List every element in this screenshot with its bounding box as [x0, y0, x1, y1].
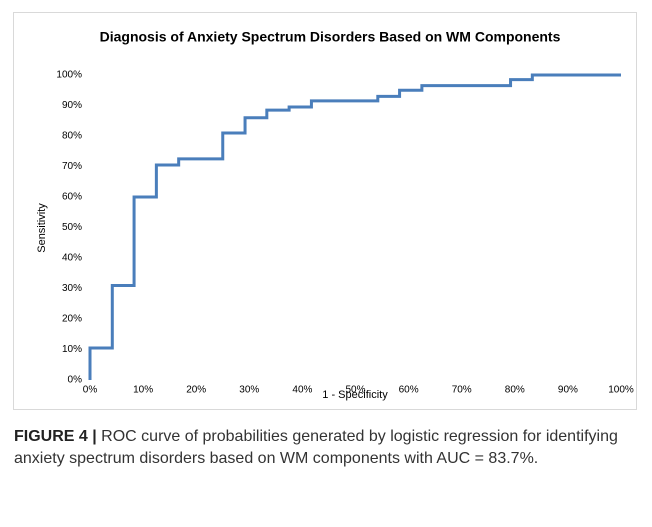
caption-label: FIGURE 4 |: [14, 428, 97, 445]
y-tick-label: 40%: [62, 253, 82, 264]
caption: FIGURE 4 | ROC curve of probabilities ge…: [14, 426, 638, 470]
y-tick-label: 0%: [68, 375, 83, 386]
x-tick-label: 60%: [399, 385, 419, 396]
x-tick-label: 50%: [345, 385, 365, 396]
x-tick-label: 10%: [133, 385, 153, 396]
y-tick-label: 100%: [56, 70, 82, 81]
chart-title: Diagnosis of Anxiety Spectrum Disorders …: [100, 29, 561, 45]
chart-frame: [13, 12, 637, 410]
caption-text: ROC curve of probabilities generated by …: [14, 428, 618, 467]
y-tick-label: 30%: [62, 283, 82, 294]
x-tick-label: 0%: [83, 385, 98, 396]
y-axis-title: Sensitivity: [36, 203, 48, 253]
x-tick-label: 100%: [608, 385, 634, 396]
x-axis-title: 1 - Specificity: [322, 389, 388, 401]
y-tick-label: 60%: [62, 192, 82, 203]
y-tick-label: 10%: [62, 344, 82, 355]
y-tick-label: 70%: [62, 161, 82, 172]
x-tick-label: 20%: [186, 385, 206, 396]
y-tick-label: 80%: [62, 131, 82, 142]
x-tick-label: 40%: [292, 385, 312, 396]
x-tick-label: 90%: [558, 385, 578, 396]
x-tick-label: 80%: [505, 385, 525, 396]
y-tick-label: 20%: [62, 314, 82, 325]
y-tick-label: 90%: [62, 100, 82, 111]
x-tick-label: 70%: [452, 385, 472, 396]
y-tick-label: 50%: [62, 222, 82, 233]
roc-curve: [88, 73, 621, 380]
x-tick-label: 30%: [239, 385, 259, 396]
chart: Diagnosis of Anxiety Spectrum Disorders …: [36, 29, 634, 401]
